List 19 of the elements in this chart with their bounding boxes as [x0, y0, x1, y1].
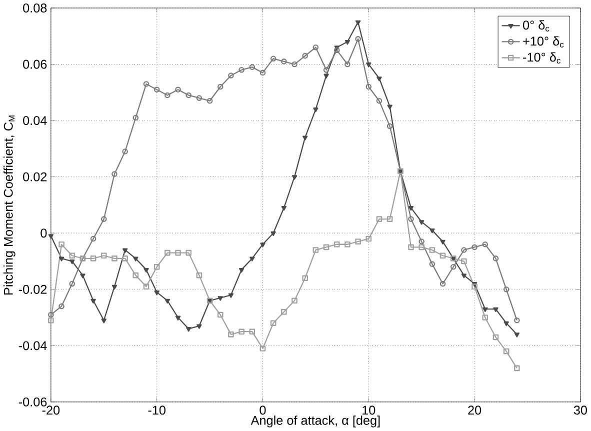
- y-tick-label: 0.06: [23, 60, 47, 69]
- x-tick-label: 30: [574, 406, 587, 415]
- legend-label: +10° δ$_{c}$: [523, 36, 564, 48]
- x-tick-label: -20: [42, 406, 60, 415]
- x-tick-label: 20: [468, 406, 482, 415]
- y-tick-label: 0.02: [23, 172, 47, 182]
- y-tick-label: -0.04: [18, 341, 47, 350]
- x-tick-label: -10: [148, 406, 166, 415]
- legend-label: 0° δ$_{c}$: [523, 20, 550, 32]
- y-axis-title: Pitching Moment Coefficient, C$_{M}$: [4, 116, 16, 295]
- y-tick-label: 0: [40, 228, 47, 238]
- y-tick-label: 0.04: [23, 116, 47, 126]
- y-tick-label: -0.02: [18, 284, 47, 294]
- legend-label: -10° δ$_{c}$: [523, 52, 560, 64]
- x-axis-title: Angle of attack, α [deg]: [250, 416, 380, 428]
- y-tick-label: 0.08: [23, 4, 47, 13]
- x-tick-label: 10: [362, 406, 376, 415]
- x-tick-label: 0: [260, 406, 266, 415]
- y-tick-label: -0.06: [18, 398, 47, 406]
